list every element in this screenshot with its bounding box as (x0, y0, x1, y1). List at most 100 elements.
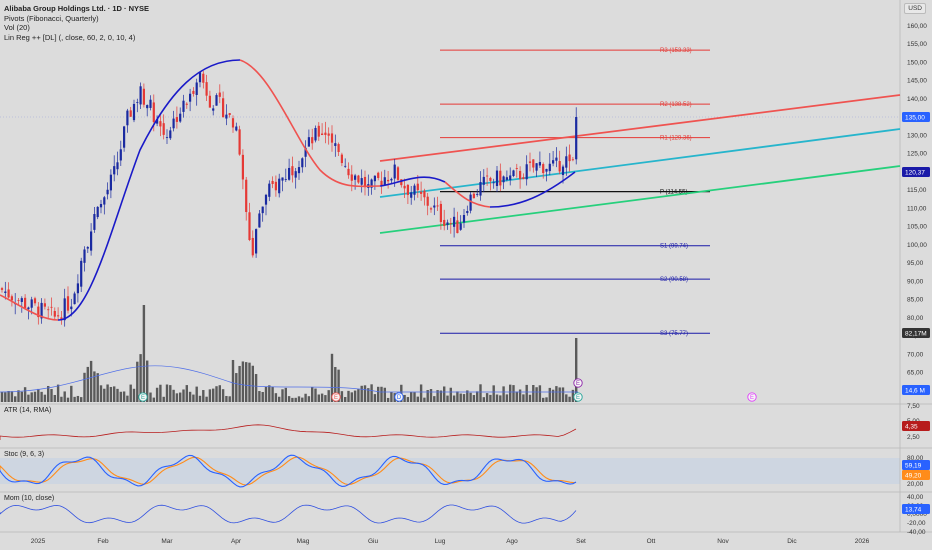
candle-body (429, 208, 433, 210)
mom-axis-tick: 0,0000 (907, 511, 927, 518)
candle-body (116, 162, 119, 170)
candle-body (119, 149, 122, 161)
volume-bar (185, 385, 188, 402)
candle-body (274, 181, 277, 191)
event-marker[interactable]: E (747, 392, 757, 402)
volume-bar (330, 353, 334, 402)
ma-segment-up (57, 59, 241, 321)
price-tag-bg (902, 470, 930, 480)
atr-pane-label[interactable]: ATR (14, RMA) (4, 407, 52, 414)
event-marker-label: E (334, 395, 338, 401)
time-axis-tick: Ago (506, 538, 518, 545)
volume-bar (291, 397, 294, 402)
pivot-label: S3 (75.77) (660, 331, 688, 337)
candle-body (288, 167, 291, 180)
stoch-pane-label[interactable]: Stoc (9, 6, 3) (4, 451, 45, 458)
candle-body (350, 174, 353, 181)
candle-body (60, 317, 63, 320)
stoch-band (0, 458, 900, 484)
volume-bar (538, 385, 542, 402)
volume-bar (485, 393, 489, 402)
price-axis-tick: 65,00 (907, 370, 924, 377)
volume-bars (0, 305, 578, 402)
price-tag-atr-value: 4,35 (902, 421, 930, 431)
mom-pane-label[interactable]: Mom (10, close) (4, 495, 55, 502)
candle-body (103, 197, 106, 205)
candle-body (443, 219, 446, 226)
volume-bar (139, 354, 142, 402)
volume-bar (40, 391, 43, 402)
volume-indicator-label[interactable]: Vol (20) (4, 23, 30, 32)
volume-bar (548, 387, 551, 402)
volume-bar (50, 389, 53, 402)
volume-bar (192, 394, 195, 402)
candle-body (301, 158, 304, 168)
event-marker[interactable]: E (573, 392, 583, 402)
volume-bar (17, 390, 20, 402)
volume-bar (297, 396, 301, 402)
volume-bar (142, 305, 146, 402)
candle-body (453, 216, 456, 227)
price-tag-vol-ma-value: 14,6 M (902, 385, 930, 395)
price-axis-tick: 115,00 (907, 187, 927, 194)
volume-bar (545, 397, 548, 402)
candle-body (294, 171, 297, 178)
event-marker[interactable]: E (331, 392, 341, 402)
candle-body (357, 175, 360, 183)
pivot-label: R3 (153.33) (660, 48, 692, 54)
linreg-indicator-label[interactable]: Lin Reg ++ [DL] (, close, 60, 2, 0, 10, … (4, 32, 136, 42)
candle-body (512, 170, 515, 176)
candle-body (106, 189, 109, 195)
pivot-label: S1 (99.74) (660, 244, 688, 250)
event-markers[interactable]: E E D E E E (138, 378, 757, 402)
candle-body (354, 175, 357, 180)
chart-legend: Alibaba Group Holdings Ltd. · 1D · NYSE … (4, 4, 149, 42)
volume-bar (337, 369, 340, 402)
candle-body (109, 174, 112, 191)
candle-body (538, 162, 541, 166)
volume-bar (264, 386, 268, 402)
volume-bar (413, 392, 416, 402)
candle-body (63, 298, 66, 321)
volume-bar (251, 365, 254, 402)
event-marker[interactable]: D (394, 392, 404, 402)
ma-segment-down (239, 59, 381, 188)
symbol-title[interactable]: Alibaba Group Holdings Ltd. · 1D · NYSE (4, 4, 150, 13)
candle-body (142, 88, 145, 105)
candle-body (258, 213, 261, 228)
candle-body (390, 178, 393, 181)
volume-bar (327, 390, 330, 402)
candle-body (479, 181, 482, 196)
event-marker[interactable]: E (138, 392, 148, 402)
currency-button[interactable]: USD (904, 3, 926, 14)
time-axis-tick: Apr (231, 538, 242, 545)
candle-body (334, 143, 337, 146)
candle-body (261, 206, 264, 214)
candle-body (528, 161, 532, 163)
volume-bar (212, 388, 215, 402)
candle-body (202, 73, 205, 83)
candlesticks[interactable] (0, 71, 578, 327)
candle-body (393, 164, 396, 179)
candle-body (317, 125, 320, 137)
volume-bar (377, 386, 380, 402)
candle-body (413, 185, 416, 195)
volume-bar (23, 387, 27, 402)
event-marker[interactable]: E (573, 378, 583, 388)
candle-body (179, 113, 182, 122)
event-marker-icon (747, 392, 757, 402)
pivots-indicator-label[interactable]: Pivots (Fibonacci, Quarterly) (4, 13, 99, 23)
candle-body (284, 179, 287, 180)
volume-bar (301, 397, 304, 402)
candle-body (340, 154, 343, 164)
volume-bar (172, 389, 175, 402)
volume-bar (96, 373, 99, 402)
candle-body (466, 211, 469, 214)
volume-bar (518, 389, 522, 402)
mom-axis-tick: -40,00 (907, 529, 926, 536)
volume-bar (499, 395, 502, 402)
volume-bar (86, 366, 89, 402)
volume-bar (99, 385, 103, 402)
